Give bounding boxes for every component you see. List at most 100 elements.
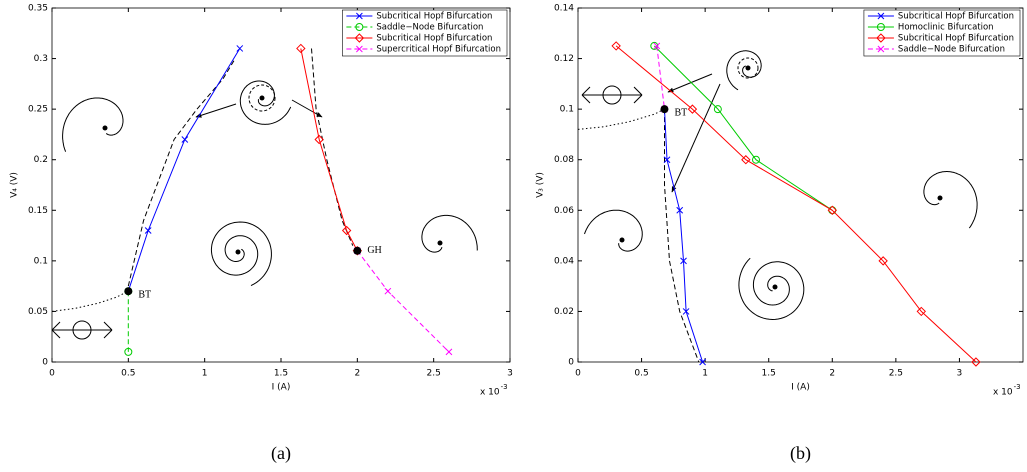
marker-circle <box>355 23 364 31</box>
theory-curve <box>127 58 236 287</box>
marker-diamond <box>827 205 837 215</box>
equilibrium <box>235 249 241 255</box>
data-marker <box>713 105 722 114</box>
x-tick-label: 2 <box>829 369 835 379</box>
marker-circle <box>752 155 760 164</box>
phase-portrait <box>726 50 762 91</box>
x-axis-label: I (A) <box>791 383 810 393</box>
phase-portrait <box>239 80 292 125</box>
theory-curve <box>577 108 665 130</box>
marker-stroke <box>356 12 363 20</box>
caption: (b) <box>790 443 811 464</box>
legend-label: Subcritical Hopf Bifurcation <box>898 34 1014 44</box>
phase-portrait <box>51 321 61 331</box>
legend-box <box>863 9 1021 57</box>
phase-portrait <box>103 329 113 339</box>
theory-curve <box>51 290 129 312</box>
marker-diamond <box>876 33 886 43</box>
y-tick-label: 0.3 <box>34 54 48 64</box>
x-tick-label: 0 <box>49 369 55 379</box>
marker-stroke <box>356 45 363 53</box>
marker-circle <box>124 347 133 356</box>
marker-diamond <box>971 357 981 367</box>
legend-label: Subcritical Hopf Bifurcation <box>898 12 1014 22</box>
data-marker <box>181 136 189 143</box>
arrow <box>671 83 721 193</box>
phase-portrait <box>103 321 113 331</box>
marker-stroke <box>236 45 244 52</box>
data-marker <box>676 206 684 214</box>
data-marker <box>876 33 886 43</box>
marker-stroke <box>699 358 706 366</box>
data-marker <box>877 45 885 53</box>
series-line <box>356 250 450 353</box>
equilibrium <box>259 95 265 101</box>
y-tick-label: 0.25 <box>28 105 48 115</box>
y-tick-label: 0.04 <box>554 256 574 266</box>
data-marker <box>827 205 837 215</box>
data-marker <box>752 155 760 164</box>
data-marker <box>124 347 133 356</box>
x-multiplier: x 10 <box>993 388 1013 398</box>
phase-portrait <box>421 214 478 253</box>
phase-portrait <box>51 329 61 339</box>
equilibrium <box>772 284 778 290</box>
data-marker <box>611 41 621 51</box>
data-marker <box>355 23 364 31</box>
marker-diamond <box>314 134 324 145</box>
legend-label: Saddle−Node Bifurcation <box>376 23 483 33</box>
theory-curve <box>311 48 354 246</box>
special-point-label: BT <box>674 107 687 118</box>
x-tick-label: 3 <box>957 369 963 379</box>
arrow <box>195 103 237 118</box>
marker-diamond <box>354 33 365 43</box>
special-point <box>660 105 669 114</box>
caption: (a) <box>271 443 291 464</box>
equilibrium <box>937 195 943 201</box>
y-tick-label: 0.12 <box>554 54 574 64</box>
x-multiplier-exponent: -3 <box>1014 383 1021 391</box>
arrow <box>667 73 713 93</box>
marker-diamond <box>687 104 698 114</box>
data-marker <box>341 225 352 236</box>
legend-label: Subcritical Hopf Bifurcation <box>376 12 492 22</box>
data-marker <box>650 41 659 50</box>
x-tick-label: 3 <box>507 369 513 379</box>
x-tick-label: 0 <box>575 369 581 379</box>
marker-stroke <box>144 227 152 234</box>
legend: Subcritical Hopf BifurcationSaddle−Node … <box>342 9 508 57</box>
data-marker <box>445 348 453 356</box>
phase-portrait <box>62 97 124 152</box>
data-marker <box>916 306 926 317</box>
x-tick-label: 1 <box>702 369 708 379</box>
legend-label: Homoclinic Bifurcation <box>898 23 994 33</box>
y-tick-label: 0 <box>42 358 48 368</box>
equilibrium <box>745 65 751 71</box>
y-tick-label: 0.1 <box>34 256 48 266</box>
marker-stroke <box>181 136 189 143</box>
x-tick-label: 0.5 <box>634 369 648 379</box>
x-tick-label: 1 <box>202 369 208 379</box>
phase-portrait <box>923 171 978 229</box>
x-multiplier: x 10 <box>480 388 500 398</box>
y-axis-label: V₄ (V) <box>10 172 20 198</box>
series-line <box>656 45 665 110</box>
phase-portrait <box>581 86 591 96</box>
phase-portrait <box>633 94 643 104</box>
x-tick-label: 2.5 <box>427 369 441 379</box>
y-tick-label: 0.05 <box>28 307 48 317</box>
series-line <box>664 109 704 363</box>
phase-portrait <box>584 209 643 252</box>
marker-diamond <box>296 43 306 54</box>
marker-stroke <box>877 12 885 20</box>
marker-circle <box>876 23 885 31</box>
data-marker <box>878 256 888 266</box>
phase-portrait <box>581 94 591 104</box>
legend-label: Supercritical Hopf Bifurcation <box>376 45 501 55</box>
series-line <box>615 45 977 363</box>
marker-diamond <box>611 41 621 51</box>
data-marker <box>296 43 306 54</box>
marker-circle <box>650 41 659 50</box>
y-tick-label: 0 <box>568 358 574 368</box>
